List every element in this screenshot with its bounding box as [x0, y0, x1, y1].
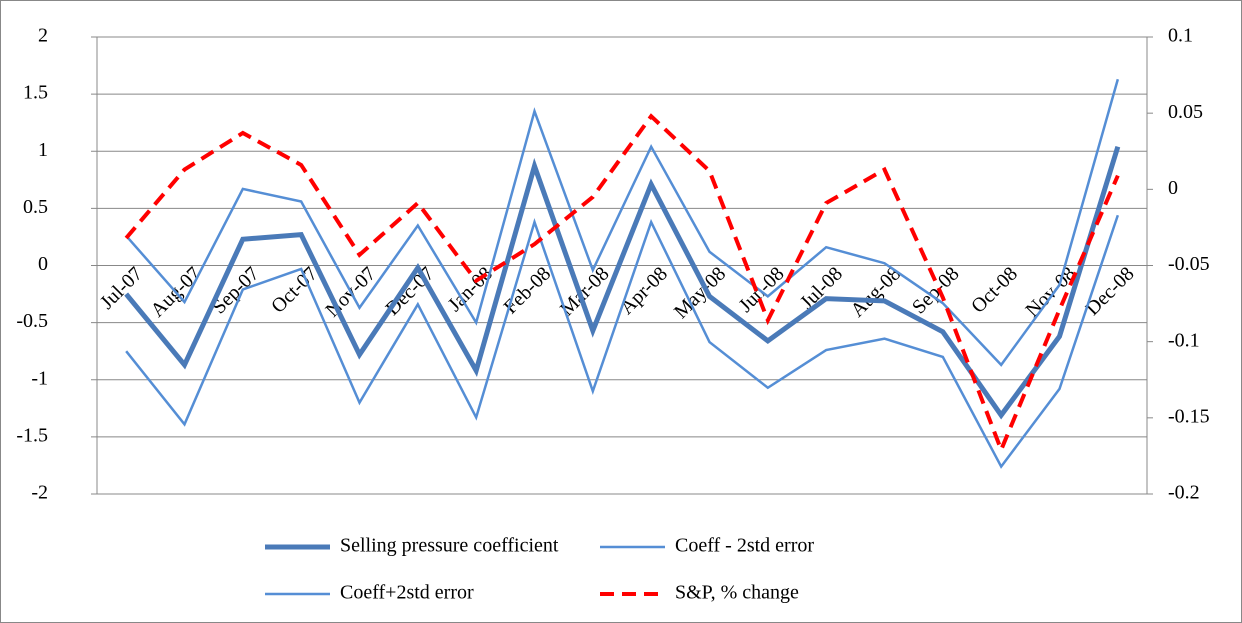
y2-tick-label: 0	[1168, 177, 1178, 199]
legend-label: Coeff - 2std error	[675, 535, 814, 557]
y-tick-label: 0	[38, 253, 48, 275]
y-tick-label: -2	[31, 482, 48, 504]
legend-label: S&P, % change	[675, 582, 799, 604]
y2-tick-label: -0.15	[1168, 405, 1210, 427]
y2-tick-label: -0.1	[1168, 329, 1200, 351]
y-tick-label: -1	[31, 367, 48, 389]
y-tick-label: -0.5	[16, 310, 48, 332]
y2-tick-label: -0.05	[1168, 253, 1210, 275]
y-tick-label: 2	[38, 25, 48, 47]
y-tick-label: -1.5	[16, 424, 48, 446]
series-line	[125, 214, 1120, 469]
y2-tick-label: 0.1	[1168, 25, 1193, 47]
legend-label: Selling pressure coefficient	[340, 535, 559, 557]
y2-tick-label: -0.2	[1168, 482, 1200, 504]
y-tick-label: 1	[38, 139, 48, 161]
series-line	[124, 145, 1121, 420]
legend-label: Coeff+2std error	[340, 582, 474, 604]
y-tick-label: 0.5	[23, 196, 48, 218]
y-tick-label: 1.5	[23, 82, 48, 104]
series-line	[125, 78, 1120, 367]
y2-tick-label: 0.05	[1168, 101, 1203, 123]
